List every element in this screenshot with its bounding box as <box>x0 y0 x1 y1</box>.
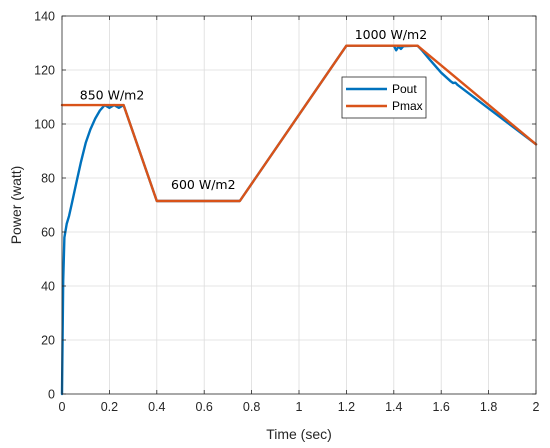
x-axis-label: Time (sec) <box>266 426 332 442</box>
x-tick-label: 0 <box>59 400 66 414</box>
legend-box <box>341 76 427 119</box>
legend-label-pmax: Pmax <box>392 99 423 113</box>
x-tick-label: 0.8 <box>243 400 260 414</box>
x-tick-label: 2 <box>533 400 540 414</box>
y-tick-label: 0 <box>48 388 55 402</box>
x-tick-label: 1 <box>296 400 303 414</box>
x-tick-label: 1.2 <box>338 400 355 414</box>
x-tick-label: 1.8 <box>480 400 497 414</box>
y-axis-label: Power (watt) <box>8 166 24 245</box>
y-tick-label: 80 <box>41 172 55 186</box>
y-tick-label: 20 <box>41 334 55 348</box>
x-tick-label: 0.4 <box>148 400 165 414</box>
y-tick-label: 40 <box>41 280 55 294</box>
y-tick-label: 140 <box>34 10 55 24</box>
x-tick-label: 0.2 <box>101 400 118 414</box>
y-tick-label: 120 <box>34 64 55 78</box>
legend-label-pout: Pout <box>392 82 417 96</box>
annotation-label: 1000 W/m2 <box>355 27 428 42</box>
series-layer <box>60 44 538 396</box>
legend[interactable]: Pout Pmax <box>341 76 427 119</box>
series-line-pmax <box>60 44 538 203</box>
annotation-label: 850 W/m2 <box>80 88 145 103</box>
ticks: 0 0.2 0.4 0.6 0.8 1 1.2 1.4 1.6 1.8 20204060801001… <box>34 10 539 415</box>
x-tick-label: 0.6 <box>196 400 213 414</box>
annotation-label: 600 W/m2 <box>171 177 236 192</box>
x-tick-label: 1.4 <box>385 400 402 414</box>
y-tick-label: 60 <box>41 226 55 240</box>
annotations: 850 W/m2 600 W/m2 1000 W/m2 <box>80 27 427 192</box>
y-tick-label: 100 <box>34 118 55 132</box>
x-tick-label: 1.6 <box>433 400 450 414</box>
